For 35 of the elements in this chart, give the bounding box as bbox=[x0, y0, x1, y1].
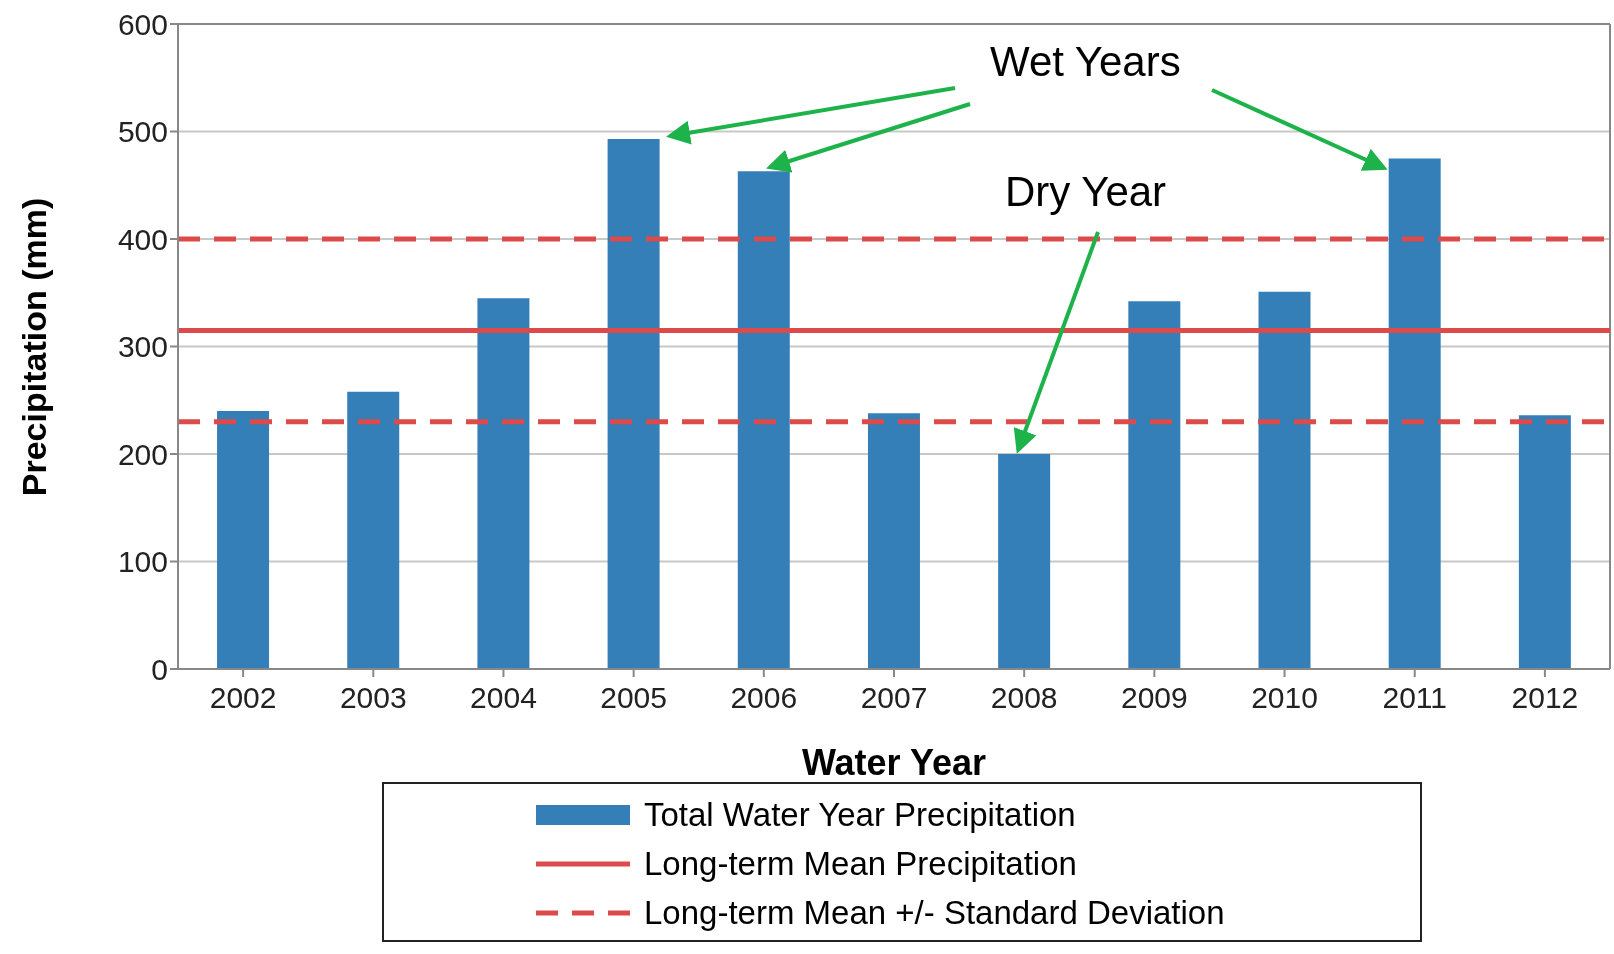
bar bbox=[1388, 158, 1441, 669]
y-tick-label: 100 bbox=[117, 545, 168, 579]
x-tick-label: 2004 bbox=[470, 681, 537, 715]
annotation: Wet Years bbox=[990, 38, 1181, 86]
x-tick-label: 2011 bbox=[1382, 681, 1447, 715]
bar bbox=[347, 391, 400, 669]
x-tick-label: 2007 bbox=[860, 681, 928, 715]
x-tick-label: 2012 bbox=[1511, 681, 1579, 715]
y-tick-label: 500 bbox=[117, 115, 168, 149]
x-tick-label: 2005 bbox=[600, 681, 668, 715]
y-tick-label: 200 bbox=[117, 437, 168, 471]
y-tick-label: 400 bbox=[117, 222, 168, 256]
bar bbox=[217, 411, 270, 669]
x-axis-title: Water Year bbox=[801, 742, 987, 784]
bar bbox=[737, 171, 790, 669]
x-tick-label: 2003 bbox=[339, 681, 407, 715]
bar bbox=[1518, 415, 1571, 669]
bar bbox=[477, 298, 530, 669]
bar bbox=[1258, 291, 1311, 669]
bar bbox=[1128, 301, 1181, 669]
bar bbox=[867, 413, 920, 669]
bar bbox=[607, 139, 660, 669]
legend-label: Long-term Mean +/- Standard Deviation bbox=[644, 893, 1225, 932]
x-tick-label: 2010 bbox=[1251, 681, 1318, 715]
x-tick-label: 2006 bbox=[730, 681, 798, 715]
legend-label: Long-term Mean Precipitation bbox=[644, 844, 1077, 883]
annotation: Dry Year bbox=[1005, 168, 1167, 216]
x-tick-label: 2002 bbox=[209, 681, 277, 715]
x-tick-label: 2009 bbox=[1120, 681, 1188, 715]
y-tick-label: 0 bbox=[151, 652, 168, 686]
y-axis-title: Precipitation (mm) bbox=[14, 197, 54, 496]
x-tick-label: 2008 bbox=[990, 681, 1058, 715]
y-tick-label: 600 bbox=[117, 7, 168, 41]
y-tick-label: 300 bbox=[117, 330, 168, 364]
legend-label: Total Water Year Precipitation bbox=[644, 795, 1076, 834]
